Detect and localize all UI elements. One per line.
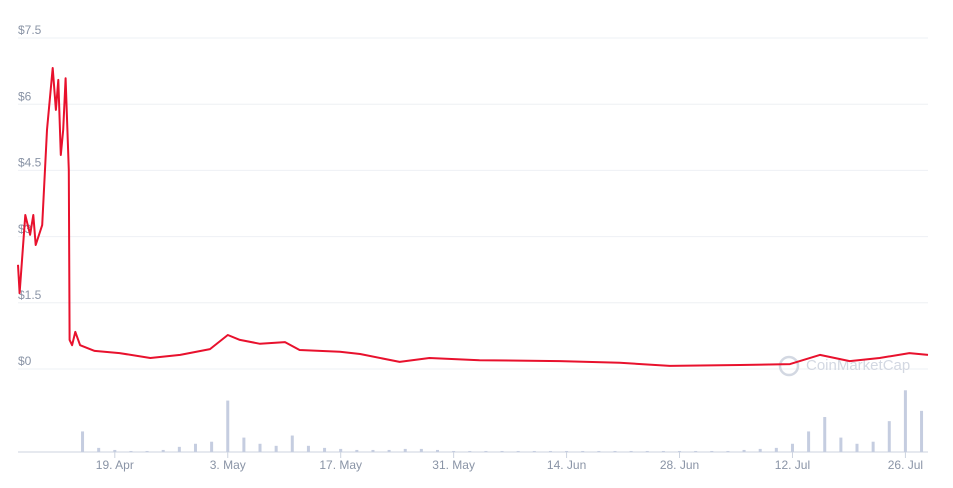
x-tick-label: 12. Jul <box>775 458 810 472</box>
volume-bar <box>306 445 310 452</box>
volume-bar <box>113 449 117 452</box>
volume-bar <box>678 450 682 452</box>
volume-bar <box>629 450 633 452</box>
x-tick-label: 19. Apr <box>96 458 134 472</box>
volume-bar <box>452 450 456 452</box>
volume-bar <box>758 448 762 452</box>
volume-bar <box>258 443 262 452</box>
y-tick-label: $6 <box>18 89 32 103</box>
volume-bar <box>436 449 440 452</box>
volume-bar <box>807 431 811 452</box>
volume-bar <box>323 447 327 452</box>
volume-bar <box>871 441 875 452</box>
volume-bar <box>726 450 730 452</box>
volume-bar <box>565 450 569 452</box>
volume-bar <box>645 450 649 452</box>
volume-bar <box>403 448 407 452</box>
x-tick-label: 31. May <box>432 458 475 472</box>
x-tick-label: 28. Jun <box>660 458 699 472</box>
watermark: CoinMarketCap <box>806 357 910 374</box>
volume-bar <box>597 450 601 452</box>
watermark-logo <box>778 355 800 377</box>
volume-bar <box>613 450 617 452</box>
volume-bar <box>839 437 843 452</box>
volume-bar <box>500 450 504 452</box>
volume-bar <box>355 449 359 452</box>
volume-bar <box>532 450 536 452</box>
volume-bar <box>742 449 746 452</box>
volume-bar <box>274 445 278 452</box>
volume-bar <box>97 447 101 452</box>
volume-bar <box>887 421 891 452</box>
volume-bar <box>387 449 391 452</box>
volume-bar <box>468 450 472 452</box>
volume-bar <box>161 449 165 452</box>
volume-bar <box>177 446 181 452</box>
volume-bar <box>903 390 907 452</box>
volume-bar <box>129 450 133 452</box>
volume-bar <box>371 449 375 452</box>
volume-bar <box>339 448 343 452</box>
volume-bar <box>823 417 827 452</box>
volume-bar <box>226 400 230 452</box>
volume-bar <box>661 450 665 452</box>
y-tick-label: $0 <box>18 354 32 368</box>
x-tick-label: 17. May <box>319 458 362 472</box>
volume-bar <box>920 410 924 452</box>
volume-bar <box>81 431 85 452</box>
x-tick-label: 26. Jul <box>888 458 923 472</box>
x-tick-label: 3. May <box>210 458 246 472</box>
price-line <box>17 67 929 367</box>
volume-bar <box>290 435 294 452</box>
volume-bar <box>484 450 488 452</box>
volume-bar <box>855 443 859 452</box>
volume-bar <box>242 437 246 452</box>
volume-bar <box>710 450 714 452</box>
volume-bar <box>516 450 520 452</box>
volume-bar <box>548 450 552 452</box>
y-tick-label: $4.5 <box>18 156 42 170</box>
volume-bar <box>774 447 778 452</box>
volume-bar <box>581 450 585 452</box>
volume-bar <box>419 448 423 452</box>
y-tick-label: $1.5 <box>18 288 42 302</box>
x-tick-label: 14. Jun <box>547 458 586 472</box>
volume-bar <box>210 441 214 452</box>
volume-bar <box>694 450 698 452</box>
volume-bar <box>145 450 149 452</box>
y-tick-label: $7.5 <box>18 23 42 37</box>
volume-bar <box>790 443 794 452</box>
volume-bar <box>193 443 197 452</box>
